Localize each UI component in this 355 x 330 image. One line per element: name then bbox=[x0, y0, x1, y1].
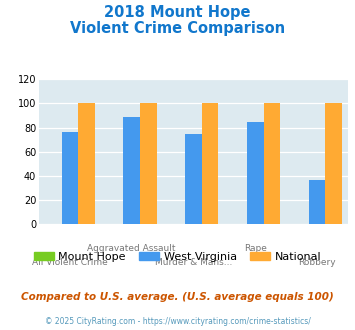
Bar bbox=[309, 180, 325, 224]
Bar bbox=[247, 121, 263, 224]
Text: Violent Crime Comparison: Violent Crime Comparison bbox=[70, 21, 285, 36]
Text: © 2025 CityRating.com - https://www.cityrating.com/crime-statistics/: © 2025 CityRating.com - https://www.city… bbox=[45, 317, 310, 326]
Text: 2018 Mount Hope: 2018 Mount Hope bbox=[104, 5, 251, 20]
Text: Robbery: Robbery bbox=[298, 258, 336, 267]
Bar bbox=[78, 103, 95, 224]
Text: Aggravated Assault: Aggravated Assault bbox=[87, 244, 176, 253]
Bar bbox=[325, 103, 342, 224]
Text: All Violent Crime: All Violent Crime bbox=[32, 258, 108, 267]
Bar bbox=[202, 103, 218, 224]
Bar bbox=[62, 132, 78, 224]
Text: Compared to U.S. average. (U.S. average equals 100): Compared to U.S. average. (U.S. average … bbox=[21, 292, 334, 302]
Legend: Mount Hope, West Virginia, National: Mount Hope, West Virginia, National bbox=[29, 248, 326, 267]
Bar bbox=[140, 103, 157, 224]
Bar bbox=[185, 134, 202, 224]
Bar bbox=[263, 103, 280, 224]
Text: Rape: Rape bbox=[244, 244, 267, 253]
Text: Murder & Mans...: Murder & Mans... bbox=[155, 258, 232, 267]
Bar bbox=[124, 117, 140, 224]
